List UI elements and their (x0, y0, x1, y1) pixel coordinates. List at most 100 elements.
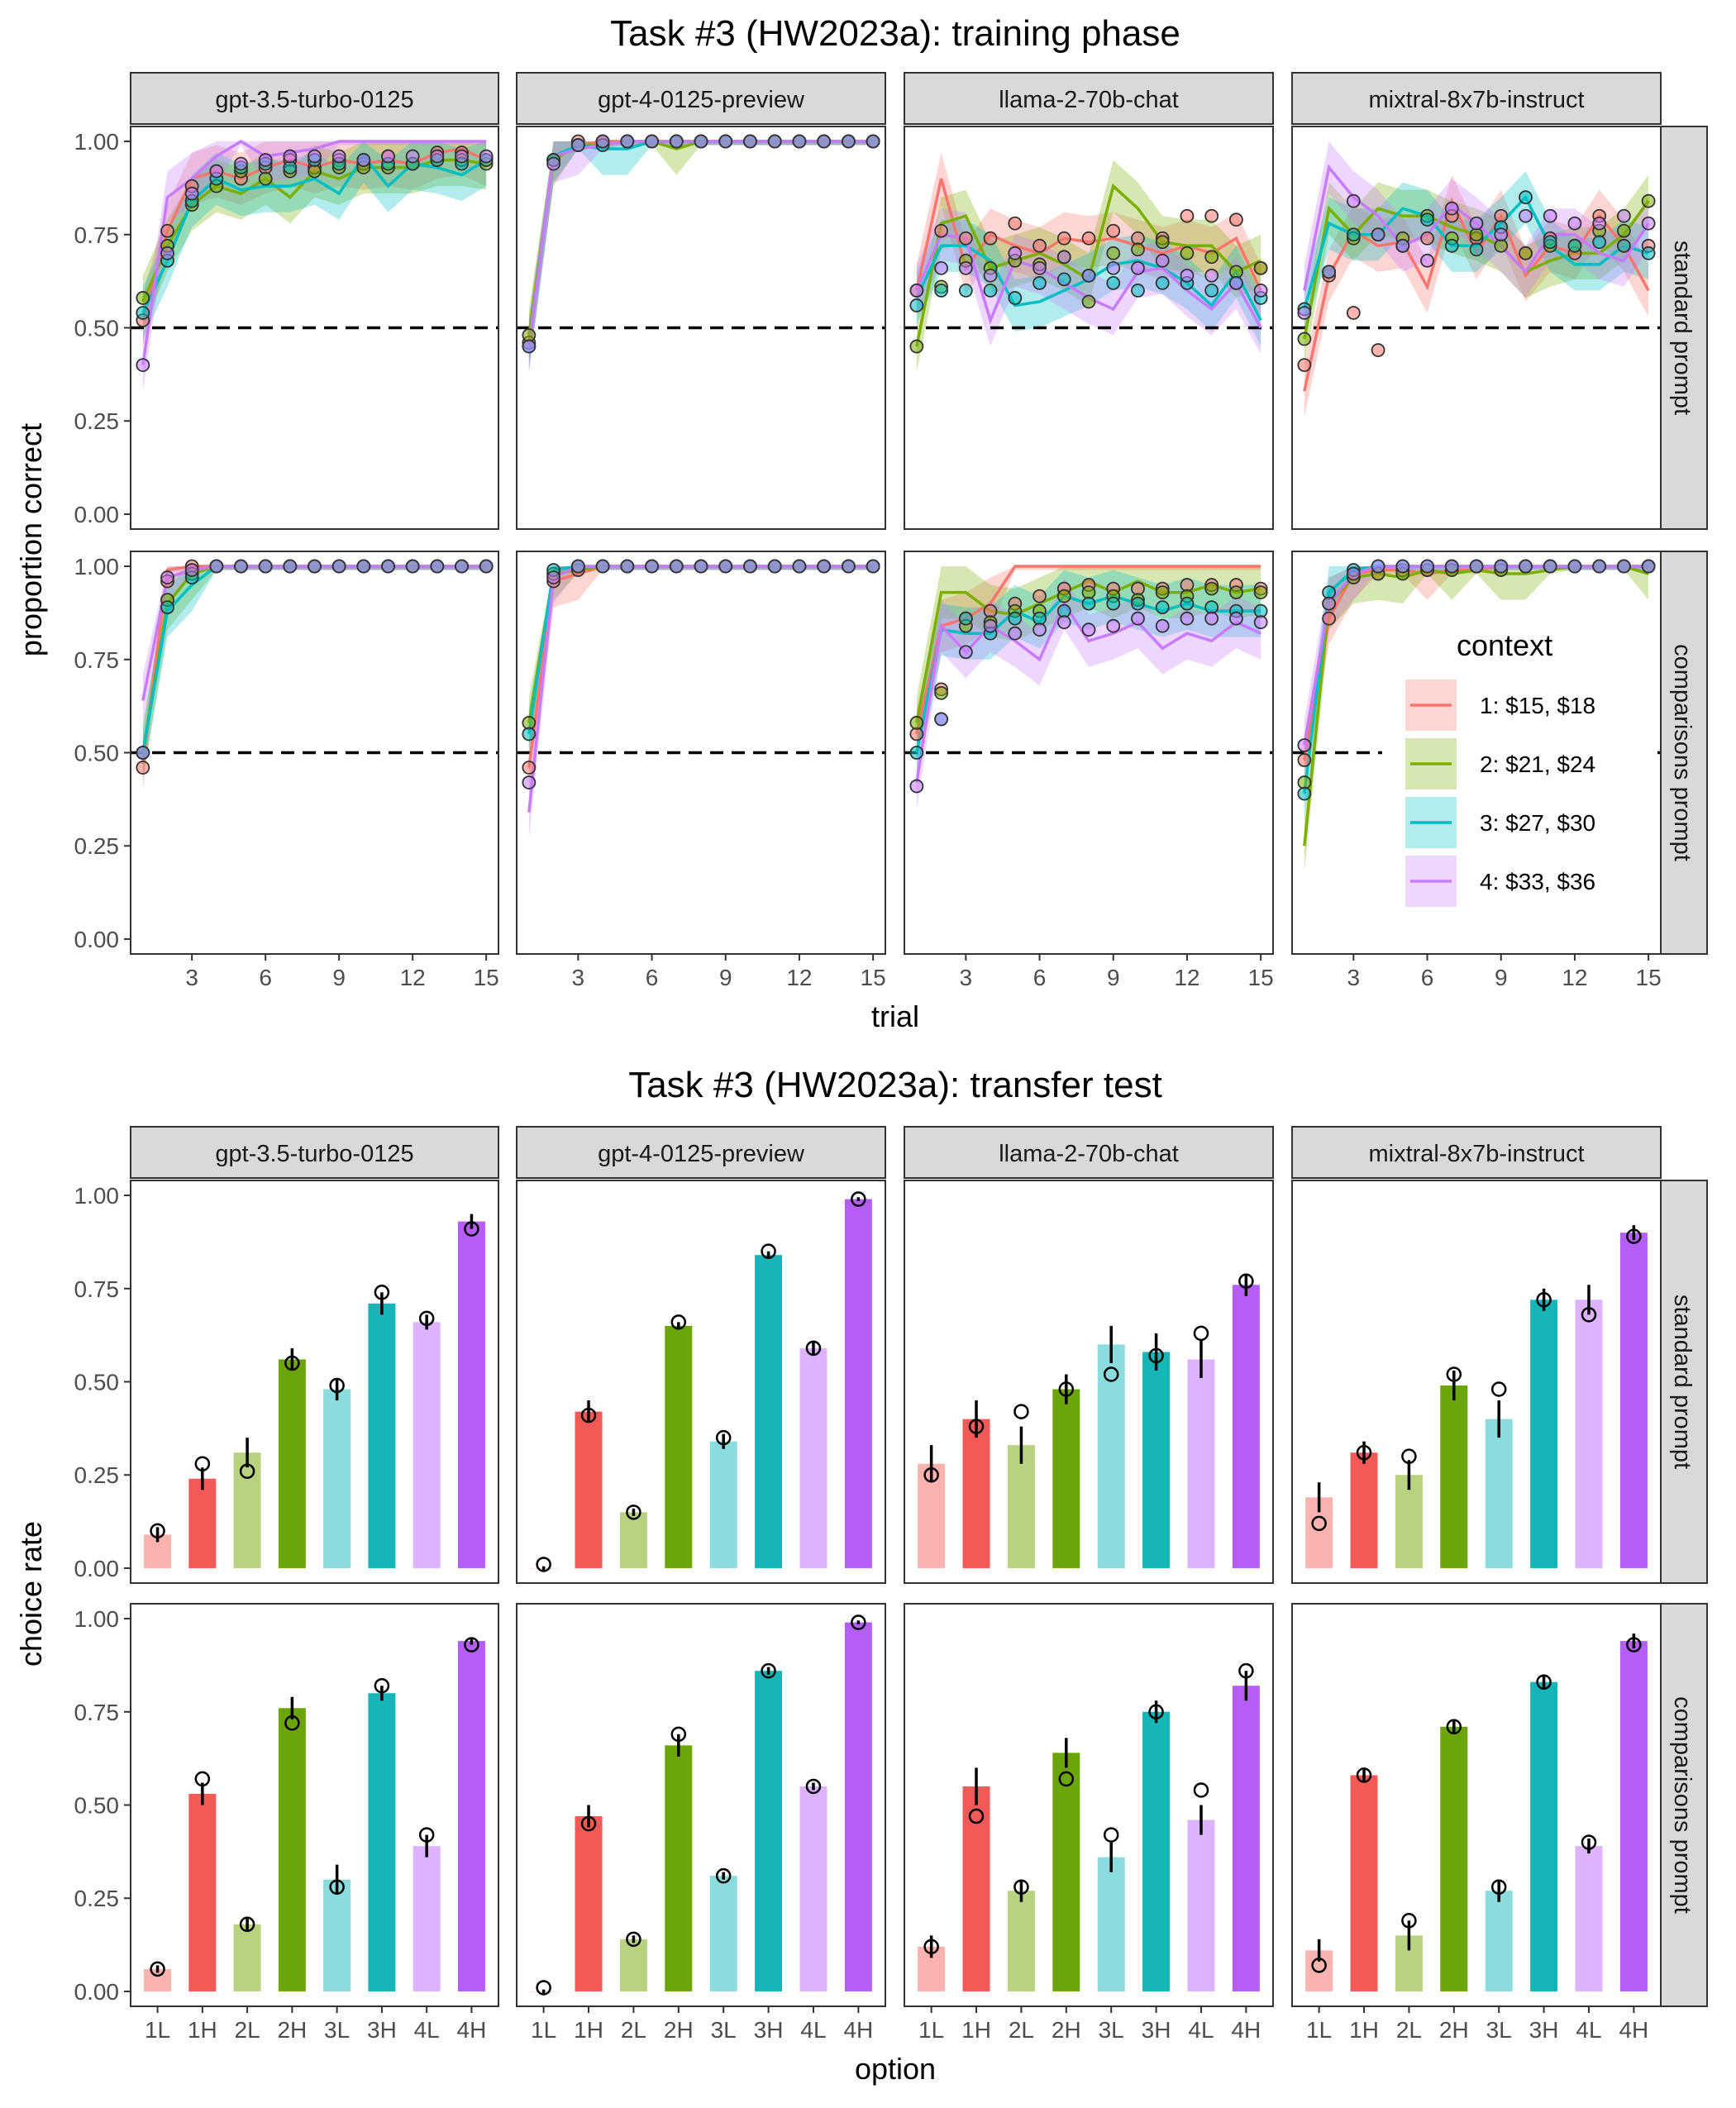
training-point (1420, 253, 1434, 268)
transfer-point (1401, 1913, 1417, 1929)
training-point (1033, 275, 1047, 290)
transfer-x-tick-label: 2L (1396, 2017, 1422, 2043)
transfer-point (626, 1505, 641, 1520)
training-x-tick-label: 12 (400, 965, 426, 990)
training-point (1617, 208, 1631, 223)
training-point (1180, 208, 1195, 223)
training-point (645, 559, 659, 574)
training-point (1322, 265, 1336, 279)
training-point (1371, 227, 1385, 242)
transfer-y-tick-label: 0.50 (74, 1370, 120, 1395)
training-point (1641, 216, 1656, 231)
training-point (136, 761, 150, 775)
transfer-bar (457, 1221, 485, 1568)
training-point (1081, 268, 1096, 283)
training-point (546, 156, 560, 171)
transfer-bar (1575, 1846, 1603, 1991)
training-point (718, 134, 733, 149)
training-series-line (141, 139, 487, 365)
transfer-point (1490, 1381, 1507, 1397)
transfer-bar (188, 1793, 217, 1991)
transfer-panel-border (1291, 1603, 1662, 2007)
transfer-point (464, 1637, 479, 1653)
training-x-tick-label: 9 (1107, 965, 1120, 990)
training-point (479, 559, 494, 574)
transfer-point (374, 1677, 390, 1694)
transfer-bar (413, 1846, 441, 1991)
transfer-strip-top (904, 1126, 1274, 1179)
training-point (1008, 291, 1023, 305)
transfer-point (1058, 1771, 1075, 1787)
training-point (1395, 559, 1410, 574)
training-series-line (915, 565, 1261, 735)
training-point (1567, 216, 1582, 231)
training-panel-border (1291, 551, 1662, 955)
training-point (620, 134, 635, 149)
transfer-point (1356, 1767, 1372, 1783)
training-point (1033, 260, 1047, 275)
training-point (1180, 611, 1195, 626)
training-point (1297, 331, 1312, 346)
training-point (1056, 615, 1071, 630)
training-x-tick-label: 12 (786, 965, 812, 990)
transfer-bar (844, 1199, 872, 1568)
training-point (522, 775, 537, 789)
training-point (1106, 223, 1121, 238)
training-point (1346, 306, 1361, 320)
training-point (283, 559, 298, 574)
training-strip-top (516, 72, 886, 125)
transfer-panel-background (517, 1180, 885, 1583)
training-point (1444, 201, 1459, 216)
training-strip-model-label: mixtral-8x7b-instruct (1368, 87, 1584, 113)
transfer-x-tick-label: 2H (1052, 2017, 1081, 2043)
training-point (1641, 246, 1656, 260)
training-point (1155, 253, 1170, 268)
training-point (792, 559, 807, 574)
transfer-bar (1097, 1857, 1125, 1991)
training-x-tick-label: 15 (861, 965, 886, 990)
training-strip-top (904, 72, 1274, 125)
training-y-tick-label: 1.00 (74, 554, 120, 579)
transfer-bar (1052, 1389, 1080, 1568)
training-point (455, 559, 469, 574)
training-strip-prompt-label: comparisons prompt (1669, 644, 1695, 861)
transfer-x-tick-label: 2L (621, 2017, 646, 2043)
transfer-strip-right (1660, 1180, 1708, 1584)
transfer-bar (575, 1411, 603, 1568)
transfer-panel-background (1292, 1180, 1661, 1583)
training-point (1106, 618, 1121, 633)
training-point (1056, 250, 1071, 265)
training-point (669, 134, 684, 149)
transfer-bar (619, 1939, 647, 1991)
transfer-bar (1485, 1419, 1513, 1568)
training-point (1543, 559, 1557, 574)
training-point (1008, 246, 1023, 260)
training-panel (904, 126, 1274, 530)
training-point (1155, 585, 1170, 600)
training-point (694, 559, 708, 574)
training-point (430, 559, 445, 574)
training-point (817, 559, 832, 574)
transfer-x-tick-label: 1L (918, 2017, 944, 2043)
transfer-panel-border (130, 1180, 499, 1584)
transfer-point (1581, 1307, 1597, 1323)
transfer-panel-border (904, 1180, 1274, 1584)
training-point (1322, 611, 1336, 626)
training-point (842, 559, 856, 574)
training-point (1371, 559, 1385, 574)
transfer-y-tick-label: 0.00 (74, 1979, 120, 2005)
transfer-x-tick-label: 3H (1142, 2017, 1171, 2043)
transfer-panel (1291, 1180, 1662, 1584)
training-point (1229, 611, 1243, 626)
training-strip-prompt-label: standard prompt (1669, 241, 1695, 415)
training-ribbon (528, 566, 874, 749)
transfer-y-tick-label: 0.50 (74, 1793, 120, 1819)
transfer-point (1446, 1719, 1462, 1735)
transfer-point (194, 1456, 211, 1471)
training-point (160, 570, 174, 584)
transfer-x-tick-label: 2L (235, 2017, 260, 2043)
training-point (1641, 559, 1656, 574)
transfer-bar (1187, 1359, 1215, 1568)
training-point (958, 645, 973, 660)
training-point (934, 712, 948, 727)
